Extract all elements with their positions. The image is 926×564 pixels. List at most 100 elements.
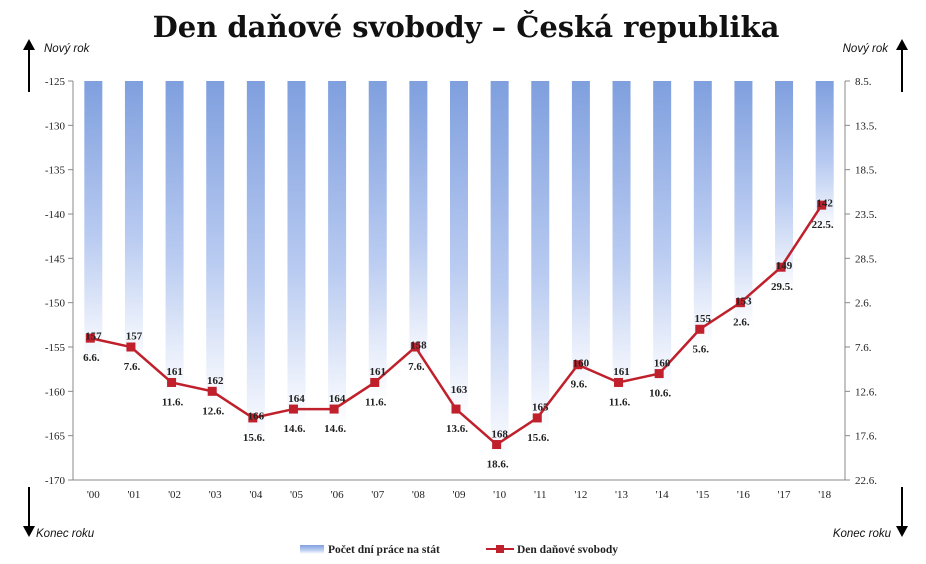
bar (165, 81, 184, 401)
bar-value-label: 149 (776, 260, 793, 272)
bar-value-label: 153 (735, 295, 752, 307)
line-series (85, 200, 827, 450)
bar-value-label: 142 (816, 198, 833, 210)
bar-value-label: 161 (613, 366, 630, 378)
bar (815, 81, 834, 232)
bar-value-label: 161 (369, 366, 386, 378)
y-left-tick-label: -135 (45, 165, 66, 177)
legend-swatch-marker (496, 545, 504, 553)
bar (124, 81, 143, 365)
y-left-tick-label: -140 (45, 209, 66, 221)
bar-value-label: 157 (126, 331, 143, 343)
bar-value-label: 166 (248, 411, 265, 423)
legend-label-bars: Počet dní práce na stát (328, 544, 440, 556)
legend: Počet dní práce na stát Den daňové svobo… (300, 544, 618, 556)
y-right-tick-label: 12.6. (855, 386, 877, 398)
line-marker (614, 377, 624, 387)
date-label: 12.6. (202, 405, 224, 417)
bar (287, 81, 306, 427)
line-marker (370, 377, 380, 387)
x-tick-label: '11 (534, 489, 547, 501)
corner-label-bottom-left: Konec roku (36, 528, 95, 540)
y-right-tick-label: 17.6. (855, 431, 877, 443)
y-right-tick-label: 28.5. (855, 253, 877, 265)
line-marker (654, 369, 664, 379)
arrow-up-right-icon (896, 39, 908, 92)
x-tick-label: '17 (778, 489, 791, 501)
date-label: 10.6. (649, 388, 671, 400)
y-left-tick-label: -170 (45, 475, 66, 487)
bar-value-label: 155 (695, 313, 712, 325)
line-marker (451, 404, 461, 414)
x-tick-label: '01 (127, 489, 140, 501)
line-marker (735, 298, 745, 308)
bar-value-label: 157 (85, 331, 102, 343)
date-label: 7.6. (408, 361, 425, 373)
date-label: 29.5. (771, 281, 793, 293)
y-left-tick-label: -155 (45, 342, 66, 354)
legend-swatch-bars (300, 545, 324, 554)
y-left-tick-label: -125 (45, 76, 66, 88)
bar-value-label: 162 (207, 375, 224, 387)
line-marker (410, 342, 420, 352)
y-right-tick-label: 22.6. (855, 475, 877, 487)
x-tick-label: '08 (412, 489, 425, 501)
x-tick-label: '10 (493, 489, 506, 501)
date-label: 22.5. (812, 219, 834, 231)
date-label: 5.6. (693, 343, 710, 355)
x-tick-label: '18 (818, 489, 831, 501)
x-tick-label: '00 (87, 489, 100, 501)
bar-value-label: 160 (573, 357, 590, 369)
bar (612, 81, 631, 401)
bar-value-label: 161 (166, 366, 183, 378)
x-tick-label: '04 (249, 489, 262, 501)
y-right-tick-label: 18.5. (855, 165, 877, 177)
bar (206, 81, 225, 410)
bar-value-label: 168 (491, 428, 508, 440)
date-label: 14.6. (283, 423, 305, 435)
y-right-tick-label: 7.6. (855, 342, 872, 354)
date-label: 15.6. (527, 432, 549, 444)
bar (775, 81, 794, 294)
date-label: 2.6. (733, 317, 750, 329)
bar (84, 81, 103, 365)
y-right-tick-label: 2.6. (855, 298, 872, 310)
bar-value-label: 164 (329, 393, 346, 405)
y-left-tick-label: -160 (45, 386, 66, 398)
bar-value-label: 164 (288, 393, 305, 405)
line-marker (126, 342, 136, 352)
date-label: 11.6. (609, 396, 631, 408)
bar (693, 81, 712, 347)
bar (328, 81, 347, 427)
x-tick-label: '02 (168, 489, 181, 501)
x-tick-label: '12 (574, 489, 587, 501)
bar (246, 81, 265, 445)
arrow-up-left-icon (23, 39, 35, 92)
line-marker (207, 386, 217, 396)
bar (450, 81, 468, 418)
bar (571, 81, 590, 392)
date-label: 15.6. (243, 432, 265, 444)
x-tick-label: '14 (656, 489, 669, 501)
date-label: 6.6. (83, 352, 100, 364)
date-label: 14.6. (324, 423, 346, 435)
line-marker (532, 413, 542, 423)
bar-series (84, 81, 834, 463)
date-label: 18.6. (487, 459, 509, 471)
arrow-down-left-icon (23, 487, 35, 537)
corner-label-bottom-right: Konec roku (833, 528, 892, 540)
corner-label-top-right: Nový rok (843, 43, 890, 55)
date-label: 13.6. (446, 423, 468, 435)
x-tick-label: '06 (331, 489, 344, 501)
x-tick-label: '16 (737, 489, 750, 501)
bar (368, 81, 387, 401)
y-right-tick-label: 8.5. (855, 76, 872, 88)
x-tick-label: '03 (209, 489, 222, 501)
x-tick-label: '09 (453, 489, 466, 501)
x-tick-label: '07 (371, 489, 384, 501)
line-marker (248, 413, 258, 423)
x-tick-label: '15 (696, 489, 709, 501)
line-marker (492, 440, 502, 450)
y-left-tick-label: -145 (45, 253, 66, 265)
